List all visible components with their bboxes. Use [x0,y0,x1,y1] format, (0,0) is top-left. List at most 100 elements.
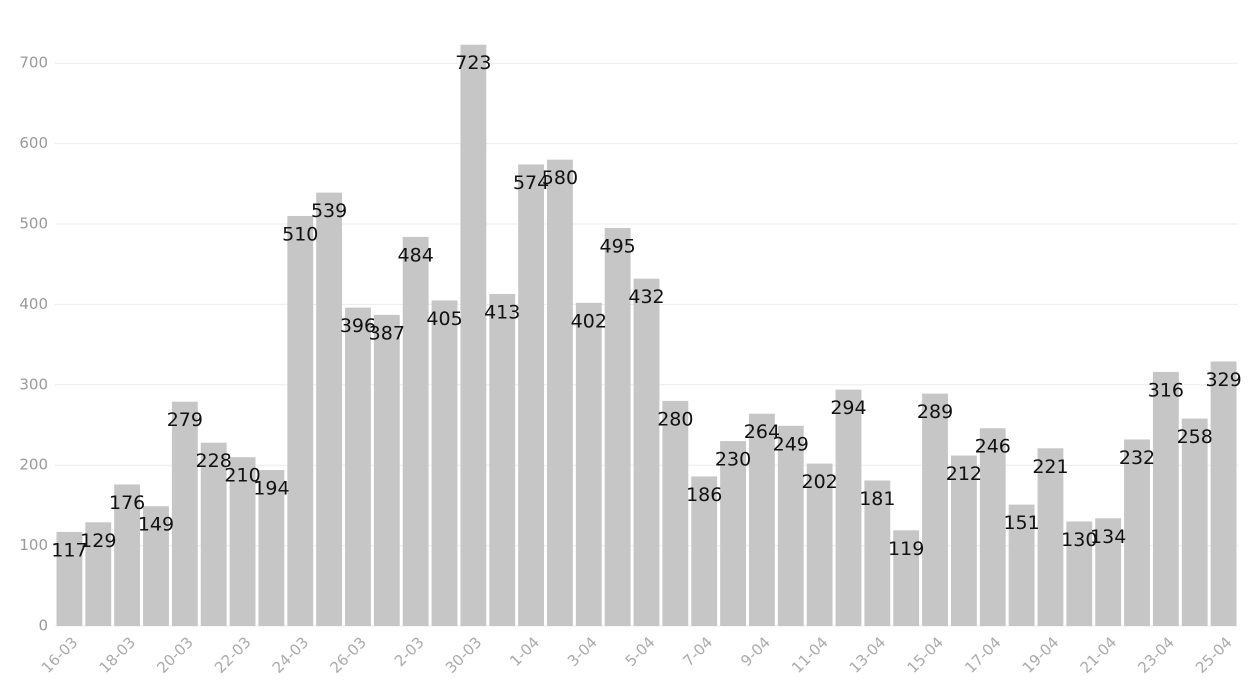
bar [835,389,862,626]
value-label: 186 [686,484,722,506]
x-tick-label: 1-04 [506,633,543,670]
x-tick-label: 20-03 [153,633,197,677]
bar [85,522,112,626]
value-label: 316 [1148,379,1184,401]
x-tick-label: 24-03 [269,633,313,677]
value-label: 387 [369,322,405,344]
value-label: 289 [917,401,953,423]
value-label: 249 [773,433,809,455]
x-tick-label: 17-04 [961,633,1005,677]
bar [1066,521,1093,626]
value-label: 232 [1119,447,1155,469]
bar [287,215,314,626]
x-tick-label: 18-03 [96,633,140,677]
x-tick-label: 22-03 [211,633,255,677]
value-label: 279 [167,409,203,431]
value-label: 264 [744,421,780,443]
value-label: 176 [109,492,145,514]
x-tick-label: 21-04 [1077,633,1121,677]
value-label: 202 [801,471,837,493]
value-label: 149 [138,514,174,536]
bar [114,484,141,626]
y-tick-label: 500 [19,215,48,233]
bar [777,425,804,626]
bar [200,442,227,626]
y-tick-label: 200 [19,456,48,474]
y-tick-label: 300 [19,375,48,393]
y-tick-label: 100 [19,536,48,554]
bar [922,393,948,626]
bar [143,506,169,626]
value-label: 484 [398,244,434,266]
value-label: 181 [859,488,895,510]
bar [720,441,746,626]
value-label: 212 [946,463,982,485]
x-tick-label: 11-04 [788,633,832,677]
value-label: 194 [253,478,289,500]
value-label: 134 [1090,526,1126,548]
bar [489,293,516,626]
bar [633,278,660,626]
value-label: 580 [542,167,578,189]
bar [258,470,285,626]
value-label: 329 [1205,369,1241,391]
value-label: 432 [628,286,664,308]
bar [1152,371,1179,626]
value-label: 402 [571,310,607,332]
bar [806,463,833,626]
x-tick-label: 9-04 [737,633,774,670]
bar [604,228,631,626]
y-tick-label: 700 [19,54,48,72]
value-label: 129 [80,530,116,552]
value-label: 280 [657,408,693,430]
bar [1210,361,1237,626]
value-label: 405 [426,308,462,330]
bar [345,307,371,626]
bar [229,457,256,626]
value-label: 574 [513,172,549,194]
bar [402,236,429,626]
value-label: 294 [830,397,866,419]
bar [1037,448,1064,626]
bar [864,480,891,626]
value-label: 396 [340,315,376,337]
x-tick-label: 2-03 [391,633,428,670]
bar [950,455,977,626]
value-label: 130 [1061,529,1097,551]
bar [662,400,689,626]
value-label: 723 [455,52,491,74]
bar [316,192,343,627]
x-tick-label: 26-03 [326,633,370,677]
value-label: 258 [1177,426,1213,448]
bar [575,302,602,626]
value-label: 221 [1032,456,1068,478]
x-tick-label: 15-04 [903,633,947,677]
bar [373,314,400,626]
x-tick-label: 19-04 [1019,633,1063,677]
value-label: 510 [282,223,318,245]
x-tick-label: 25-04 [1192,633,1236,677]
x-tick-label: 13-04 [846,633,890,677]
value-label: 413 [484,301,520,323]
bar [547,159,573,626]
bar [171,401,198,626]
value-label: 246 [975,436,1011,458]
bar [748,413,775,626]
bar [1181,418,1208,626]
value-label: 228 [196,450,232,472]
bar [1124,439,1150,626]
value-label: 210 [224,465,260,487]
x-tick-label: 7-04 [679,633,716,670]
bar [1095,518,1122,626]
x-tick-label: 16-03 [38,633,82,677]
y-tick-label: 0 [38,617,48,635]
x-tick-label: 23-04 [1134,633,1178,677]
value-label: 117 [51,539,87,561]
bar [893,530,920,626]
x-tick-label: 30-03 [442,633,486,677]
value-label: 539 [311,200,347,222]
bar [460,44,487,626]
bar [1008,504,1035,626]
value-label: 151 [1003,512,1039,534]
